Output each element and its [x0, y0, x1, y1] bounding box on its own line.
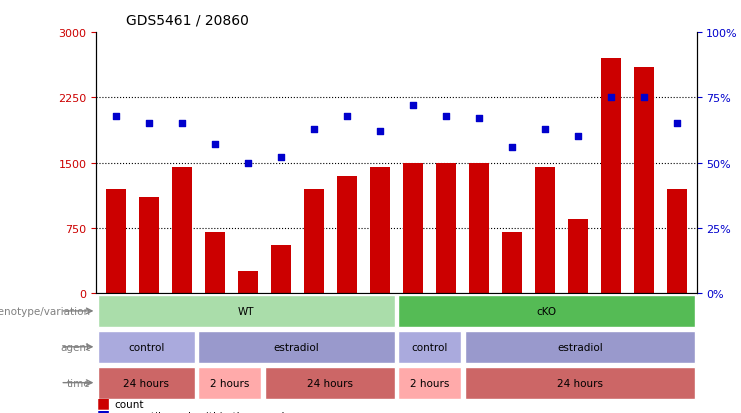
Point [671, 121, 682, 128]
Bar [601, 59, 621, 293]
Text: ■: ■ [96, 395, 110, 409]
FancyBboxPatch shape [198, 367, 262, 399]
Point [209, 142, 221, 148]
Text: 24 hours: 24 hours [556, 378, 603, 388]
Text: 2 hours: 2 hours [210, 378, 250, 388]
Text: percentile rank within the sample: percentile rank within the sample [115, 411, 290, 413]
Point [341, 113, 353, 120]
Point [473, 116, 485, 122]
Point [638, 95, 650, 102]
Text: agent: agent [60, 342, 90, 352]
Point [143, 121, 155, 128]
Point [275, 154, 287, 161]
Bar [238, 272, 258, 293]
Text: estradiol: estradiol [273, 342, 319, 352]
Bar [106, 189, 126, 293]
Bar [337, 176, 357, 293]
Point [407, 102, 419, 109]
Point [110, 113, 122, 120]
Point [539, 126, 551, 133]
Bar [436, 163, 456, 293]
Bar [634, 68, 654, 293]
Bar [205, 233, 225, 293]
Point [374, 128, 386, 135]
FancyBboxPatch shape [465, 331, 695, 363]
Text: estradiol: estradiol [557, 342, 602, 352]
Text: 24 hours: 24 hours [123, 378, 170, 388]
Text: control: control [128, 342, 165, 352]
Bar [370, 168, 390, 293]
FancyBboxPatch shape [398, 331, 462, 363]
Text: count: count [115, 399, 144, 409]
Point [242, 160, 254, 166]
Point [572, 134, 584, 140]
Text: cKO: cKO [536, 306, 556, 316]
Bar [568, 220, 588, 293]
FancyBboxPatch shape [98, 331, 195, 363]
Text: WT: WT [238, 306, 255, 316]
Point [506, 144, 518, 151]
Bar [667, 189, 687, 293]
Point [440, 113, 452, 120]
Bar [535, 168, 555, 293]
FancyBboxPatch shape [265, 367, 395, 399]
FancyBboxPatch shape [398, 367, 462, 399]
Text: 24 hours: 24 hours [307, 378, 353, 388]
Text: 2 hours: 2 hours [410, 378, 450, 388]
Point [605, 95, 617, 102]
Bar [469, 163, 489, 293]
Text: genotype/variation: genotype/variation [0, 306, 90, 316]
Text: ■: ■ [96, 407, 110, 413]
Text: GDS5461 / 20860: GDS5461 / 20860 [126, 14, 249, 28]
FancyBboxPatch shape [465, 367, 695, 399]
FancyBboxPatch shape [398, 295, 695, 327]
Bar [502, 233, 522, 293]
Bar [403, 163, 423, 293]
FancyBboxPatch shape [198, 331, 395, 363]
Point [176, 121, 188, 128]
Bar [172, 168, 192, 293]
Text: time: time [67, 378, 90, 388]
Bar [304, 189, 324, 293]
Bar [139, 198, 159, 293]
Point [308, 126, 320, 133]
Bar [271, 246, 291, 293]
FancyBboxPatch shape [98, 295, 395, 327]
FancyBboxPatch shape [98, 367, 195, 399]
Text: control: control [411, 342, 448, 352]
